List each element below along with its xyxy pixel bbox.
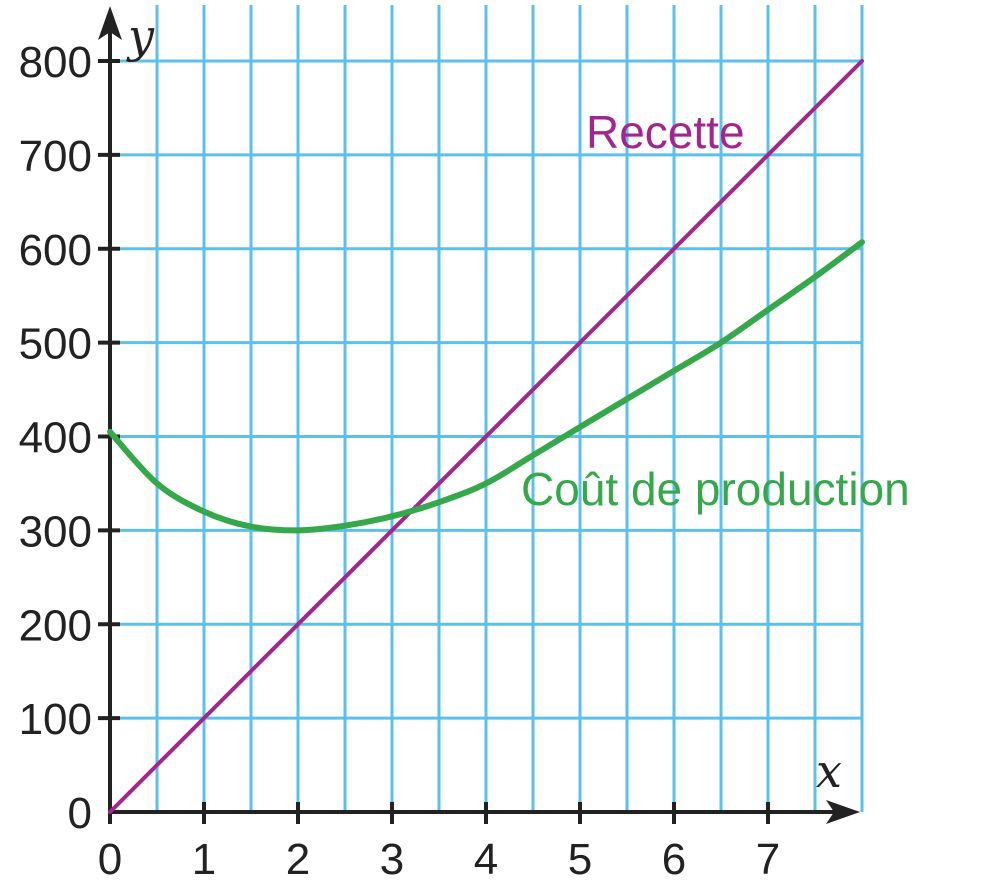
x-tick-label: 4 bbox=[474, 835, 498, 884]
x-tick-label: 2 bbox=[286, 835, 310, 884]
series-line-cout-de-production bbox=[107, 239, 865, 534]
series-line-recette bbox=[108, 59, 864, 814]
x-axis-label: x bbox=[816, 744, 842, 798]
y-tick-label: 500 bbox=[19, 320, 92, 369]
y-tick-label: 100 bbox=[19, 695, 92, 744]
y-tick-label: 700 bbox=[19, 132, 92, 181]
series-lines bbox=[107, 59, 865, 814]
x-tick-label: 7 bbox=[756, 835, 780, 884]
x-tick-label: 5 bbox=[568, 835, 592, 884]
x-tick-label: 6 bbox=[662, 835, 686, 884]
x-tick-label: 1 bbox=[192, 835, 216, 884]
y-tick-label: 800 bbox=[19, 38, 92, 87]
series-label-cout-de-production: Coût de production bbox=[521, 463, 910, 515]
y-tick-label: 600 bbox=[19, 226, 92, 275]
y-tick-label: 400 bbox=[19, 414, 92, 463]
ticks: 0 1 2 3 4 5 6 7 0 100 200 300 400 500 600 700 800 bbox=[19, 38, 781, 884]
x-axis-arrow bbox=[826, 800, 860, 824]
series-label-recette: Recette bbox=[586, 106, 745, 158]
y-axis-label: y bbox=[126, 9, 155, 63]
y-tick-label: 200 bbox=[19, 601, 92, 650]
x-tick-label: 0 bbox=[98, 835, 122, 884]
y-tick-label: 300 bbox=[19, 507, 92, 556]
axes bbox=[98, 6, 860, 824]
grid bbox=[110, 5, 864, 812]
y-tick-label: 0 bbox=[68, 789, 92, 838]
labels: x y Recette Coût de production bbox=[126, 9, 910, 798]
y-axis-arrow bbox=[98, 6, 122, 40]
x-tick-label: 3 bbox=[380, 835, 404, 884]
